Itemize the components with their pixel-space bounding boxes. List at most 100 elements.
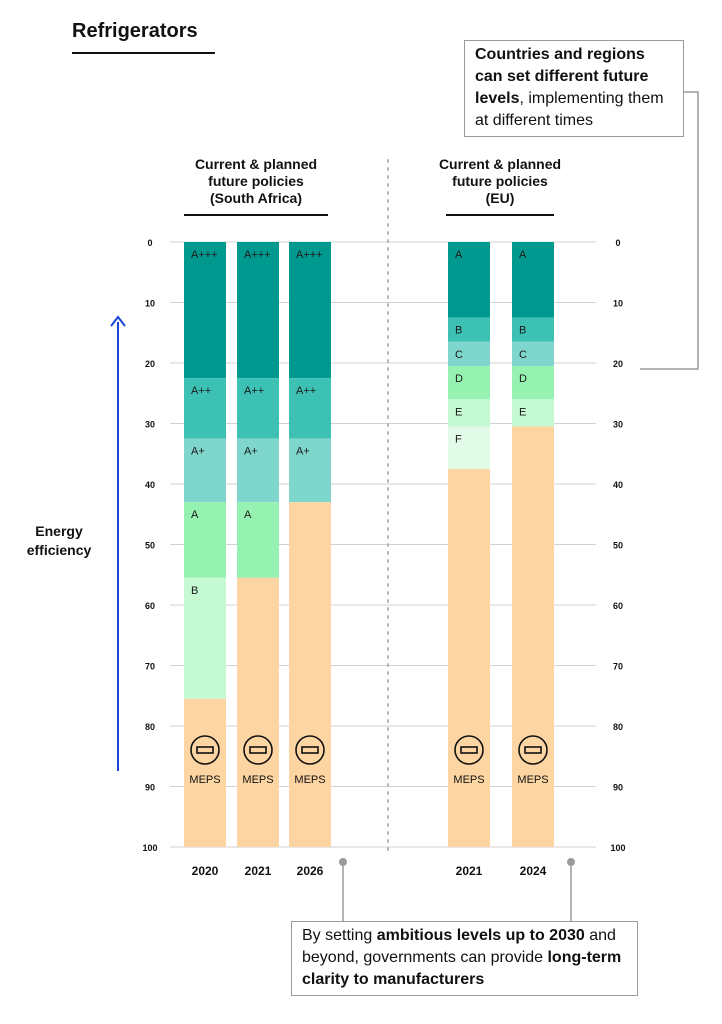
segment-label: E: [519, 406, 526, 418]
x-tick-label: 2024: [520, 864, 547, 878]
segment-label: A+++: [191, 249, 218, 261]
y-tick-label-left: 90: [145, 783, 155, 793]
bar-segment: [512, 317, 554, 342]
callout-top: Countries and regions can set different …: [464, 40, 684, 137]
y-tick-label-left: 20: [145, 359, 155, 369]
y-tick-label-left: 60: [145, 601, 155, 611]
callout-bottom-dot-right: [567, 858, 575, 866]
bar-segment: [184, 378, 226, 439]
meps-area: [512, 426, 554, 847]
callout-bottom-text-2: and beyond, governments can provide: [302, 927, 616, 966]
meps-icon: [243, 735, 273, 765]
meps-icon-bar: [301, 746, 319, 754]
x-tick-label: 2026: [297, 864, 324, 878]
segment-label: A++: [296, 385, 316, 397]
title-underline: [72, 52, 215, 54]
meps-label: MEPS: [242, 774, 273, 786]
meps-label: MEPS: [517, 774, 548, 786]
y-tick-label-right: 100: [610, 843, 625, 853]
y-tick-label-right: 70: [613, 662, 623, 672]
x-tick-label: 2021: [456, 864, 483, 878]
y-tick-label-left: 70: [145, 662, 155, 672]
segment-label: A+++: [296, 249, 323, 261]
segment-label: A: [191, 509, 199, 521]
bar-segment: [448, 341, 490, 367]
y-tick-label-right: 30: [613, 420, 623, 430]
segment-label: B: [519, 325, 526, 337]
bar-segment: [184, 438, 226, 503]
segment-label: B: [455, 325, 462, 337]
y-tick-label-left: 80: [145, 722, 155, 732]
bar-segment: [448, 399, 490, 427]
y-tick-label-left: 0: [147, 238, 152, 248]
segment-label: A+: [244, 446, 258, 458]
callout-bottom-dot-left: [339, 858, 347, 866]
y-tick-label-right: 60: [613, 601, 623, 611]
y-tick-label-right: 10: [613, 299, 623, 309]
segment-label: C: [519, 349, 527, 361]
bar-segment: [237, 378, 279, 439]
meps-icon: [295, 735, 325, 765]
y-tick-label-right: 20: [613, 359, 623, 369]
meps-icon: [190, 735, 220, 765]
bar-segment: [237, 438, 279, 503]
y-tick-label-left: 40: [145, 480, 155, 490]
group-heading-eu: Current & planned future policies (EU): [410, 156, 590, 207]
bar-segment: [512, 366, 554, 400]
y-tick-label-right: 0: [615, 238, 620, 248]
bar-segment: [184, 242, 226, 379]
meps-label: MEPS: [189, 774, 220, 786]
x-tick-label: 2021: [245, 864, 272, 878]
bar-segment: [512, 341, 554, 367]
arrow-head-icon: [110, 315, 126, 327]
meps-area: [237, 577, 279, 847]
callout-top-text-1: , implementing them at different times: [475, 90, 664, 129]
y-tick-label-right: 40: [613, 480, 623, 490]
segment-label: A: [455, 249, 463, 261]
y-tick-label-left: 10: [145, 299, 155, 309]
segment-label: F: [455, 434, 462, 446]
callout-top-connector: [640, 91, 699, 370]
segment-label: D: [455, 373, 463, 385]
bar-segment: [237, 242, 279, 379]
segment-label: E: [455, 406, 462, 418]
heading-line: (South Africa): [209, 190, 303, 206]
y-tick-label-right: 90: [613, 783, 623, 793]
y-tick-label-left: 30: [145, 420, 155, 430]
segment-label: A+++: [244, 249, 271, 261]
group-heading-south-africa: Current & planned future policies (South…: [170, 156, 342, 207]
bar-segment: [289, 378, 331, 439]
heading-line: future policies: [452, 173, 548, 189]
meps-area: [289, 502, 331, 847]
meps-icon: [518, 735, 548, 765]
x-tick-label: 2020: [192, 864, 219, 878]
y-tick-label-left: 100: [142, 843, 157, 853]
meps-icon: [454, 735, 484, 765]
bar-segment: [289, 242, 331, 379]
segment-label: B: [191, 585, 198, 597]
meps-label: MEPS: [453, 774, 484, 786]
y-tick-label-left: 50: [145, 541, 155, 551]
meps-icon-bar: [524, 746, 542, 754]
segment-label: A: [519, 249, 527, 261]
group-rule-south-africa: [184, 214, 328, 216]
segment-label: A+: [191, 446, 205, 458]
segment-label: C: [455, 349, 463, 361]
y-tick-label-right: 50: [613, 541, 623, 551]
meps-icon-bar: [196, 746, 214, 754]
bar-segment: [448, 426, 490, 469]
bar-segment: [448, 317, 490, 342]
meps-label: MEPS: [294, 774, 325, 786]
segment-label: A++: [191, 385, 211, 397]
heading-line: future policies: [208, 173, 304, 189]
bar-segment: [512, 399, 554, 427]
page-title: Refrigerators: [72, 20, 198, 42]
bar-segment: [512, 242, 554, 318]
segment-label: A++: [244, 385, 264, 397]
bar-segment: [184, 502, 226, 578]
callout-bottom-text-1: ambitious levels up to 2030: [376, 927, 585, 944]
meps-icon-bar: [249, 746, 267, 754]
bar-segment: [448, 366, 490, 400]
bar-segment: [289, 438, 331, 503]
